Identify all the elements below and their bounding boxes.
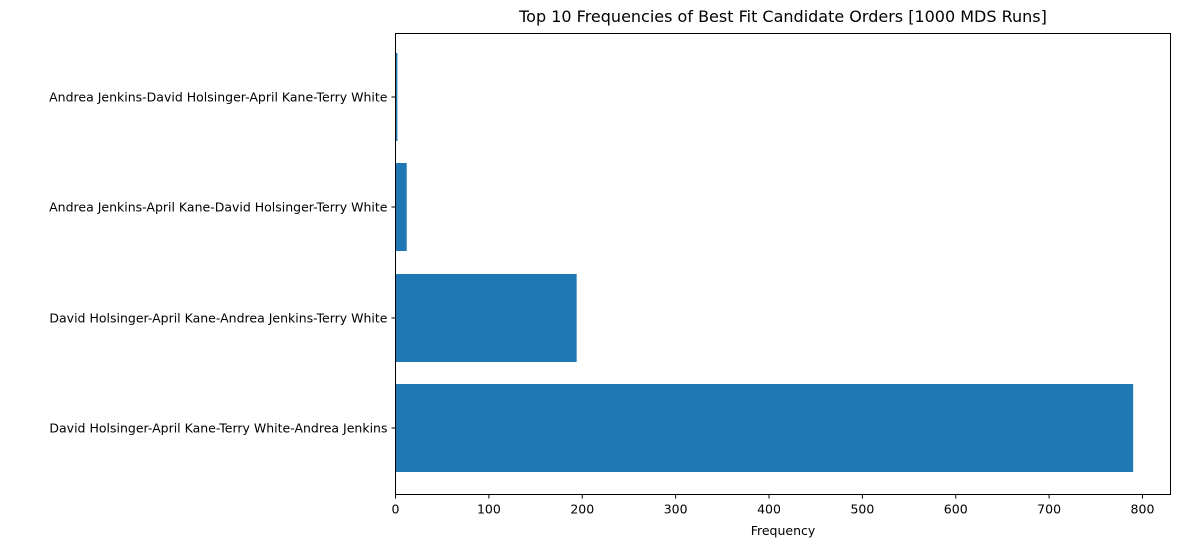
x-tick-label: 300: [664, 502, 688, 517]
x-tick-label: 100: [477, 502, 501, 517]
y-tick-label: David Holsinger-April Kane-Terry White-A…: [49, 421, 387, 436]
bar-2: [395, 163, 407, 251]
y-tick-label: Andrea Jenkins-David Holsinger-April Kan…: [49, 90, 388, 105]
x-axis-label: Frequency: [751, 523, 816, 538]
x-tick-label: 500: [850, 502, 874, 517]
plot-frame: [395, 33, 1171, 495]
x-tick-label: 600: [944, 502, 968, 517]
bar-1: [395, 274, 577, 362]
x-axis-ticks: 0 100 200 300 400 500 600 700 800: [392, 494, 1155, 517]
bar-0: [395, 384, 1134, 472]
y-tick-label: Andrea Jenkins-April Kane-David Holsinge…: [49, 200, 388, 215]
y-axis-ticks: David Holsinger-April Kane-Terry White-A…: [49, 90, 396, 436]
bars-group: [395, 53, 1134, 472]
x-tick-label: 200: [570, 502, 594, 517]
bar-3: [395, 53, 398, 141]
y-tick-label: David Holsinger-April Kane-Andrea Jenkin…: [49, 311, 387, 326]
x-tick-label: 0: [392, 502, 400, 517]
chart-title: Top 10 Frequencies of Best Fit Candidate…: [518, 7, 1047, 26]
x-tick-label: 700: [1037, 502, 1061, 517]
x-tick-label: 400: [757, 502, 781, 517]
x-tick-label: 800: [1131, 502, 1155, 517]
